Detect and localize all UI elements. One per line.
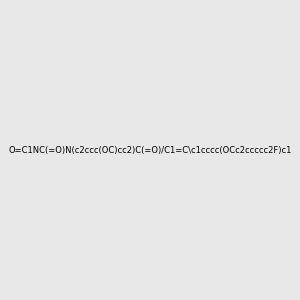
- Text: O=C1NC(=O)N(c2ccc(OC)cc2)C(=O)/C1=C\c1cccc(OCc2ccccc2F)c1: O=C1NC(=O)N(c2ccc(OC)cc2)C(=O)/C1=C\c1cc…: [8, 146, 292, 154]
